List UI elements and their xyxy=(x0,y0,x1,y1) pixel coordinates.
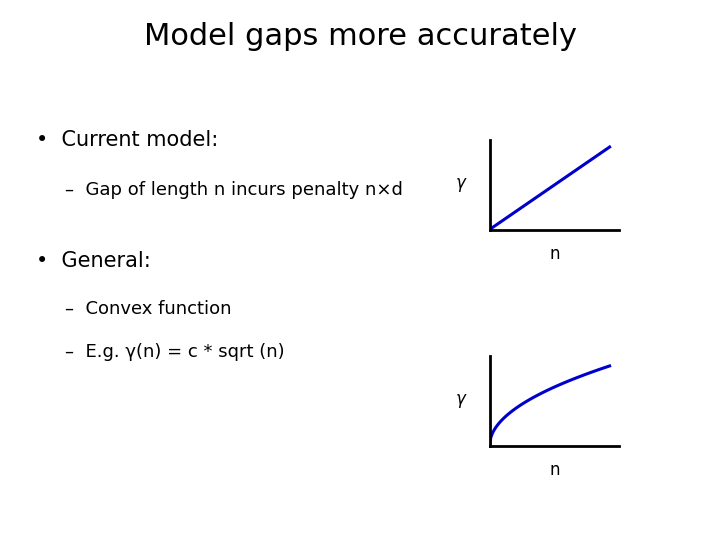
Text: $\gamma$: $\gamma$ xyxy=(455,392,467,410)
Text: •  Current model:: • Current model: xyxy=(36,130,218,150)
Text: Model gaps more accurately: Model gaps more accurately xyxy=(143,22,577,51)
Text: –  Gap of length n incurs penalty n×d: – Gap of length n incurs penalty n×d xyxy=(65,181,402,199)
Text: •  General:: • General: xyxy=(36,251,150,271)
Text: –  E.g. γ(n) = c * sqrt (n): – E.g. γ(n) = c * sqrt (n) xyxy=(65,343,284,361)
Text: n: n xyxy=(549,246,559,264)
Text: –  Convex function: – Convex function xyxy=(65,300,231,318)
Text: $\gamma$: $\gamma$ xyxy=(455,176,467,194)
Text: n: n xyxy=(549,462,559,480)
